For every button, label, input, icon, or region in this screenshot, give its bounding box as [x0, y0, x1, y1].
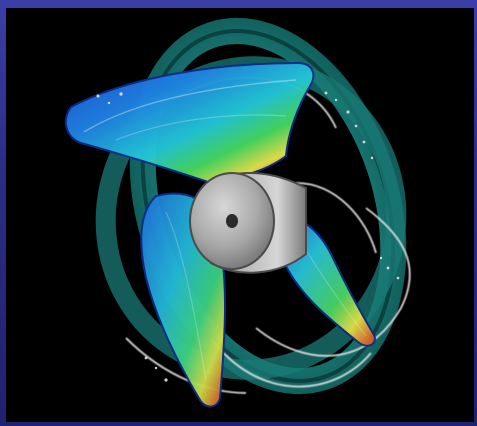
- hub-bore: [226, 214, 238, 228]
- propeller-hub: [189, 171, 307, 274]
- visualization-viewport: [6, 8, 474, 422]
- particle-speckles: [96, 91, 400, 382]
- blade-top: [64, 61, 315, 185]
- propeller-visualization: [64, 17, 411, 408]
